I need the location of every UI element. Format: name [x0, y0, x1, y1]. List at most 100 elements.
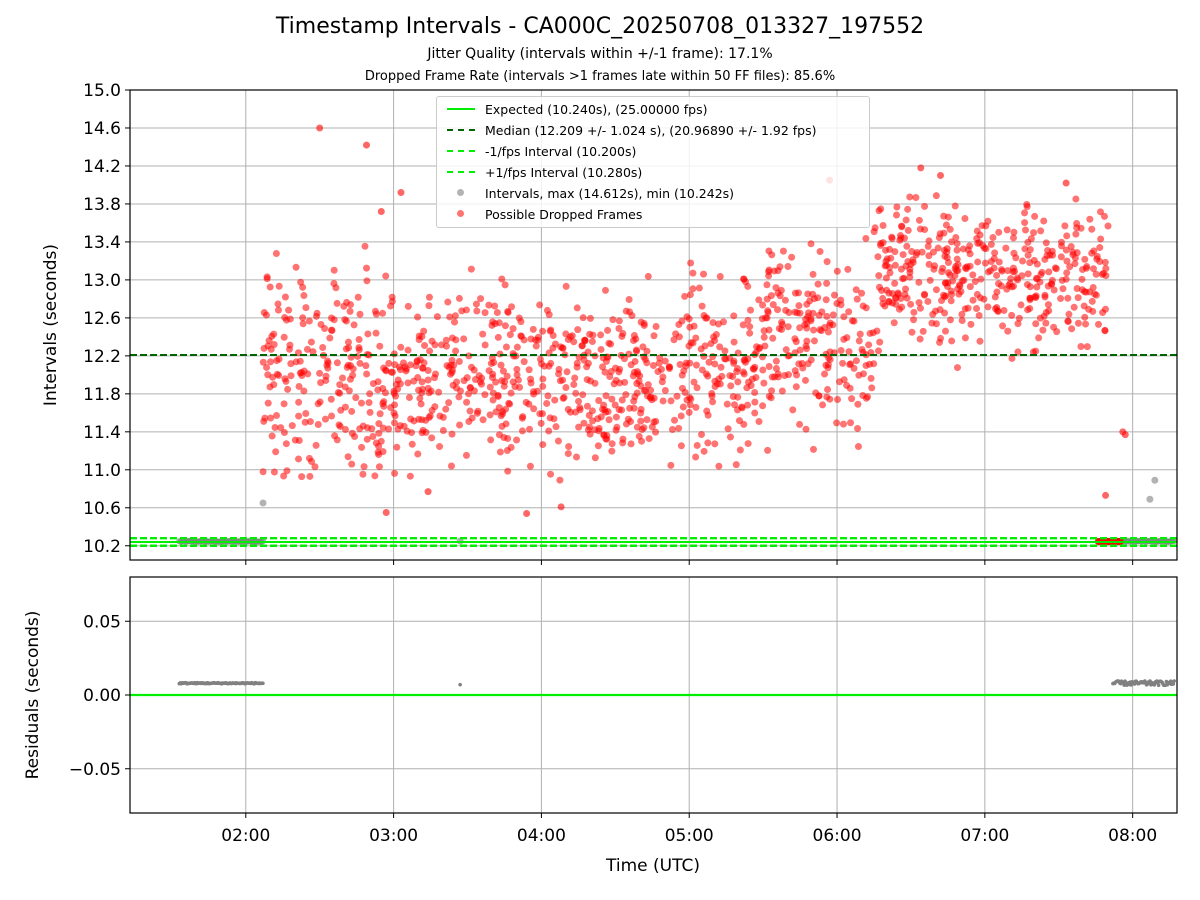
dropped-frame-point: [301, 418, 309, 426]
dropped-frame-point: [1032, 320, 1040, 328]
dropped-frame-point: [843, 381, 851, 389]
dropped-frame-point: [414, 313, 422, 321]
dropped-frame-point: [406, 361, 414, 369]
dropped-frame-point: [740, 370, 748, 378]
dropped-frame-point: [583, 402, 591, 410]
dropped-frame-point: [809, 270, 817, 278]
dropped-frame-point: [810, 337, 818, 345]
dropped-frame-point: [363, 277, 371, 285]
dropped-frame-point: [1032, 274, 1040, 282]
dropped-frame-point: [532, 342, 540, 350]
dropped-frame-point: [921, 202, 929, 210]
dropped-frame-point: [526, 462, 534, 470]
dropped-frame-point: [723, 400, 731, 408]
dropped-frame-point: [356, 310, 364, 318]
dropped-frame-point: [947, 287, 955, 295]
dropped-frame-point: [504, 467, 512, 475]
dropped-frame-point: [1100, 212, 1108, 220]
dropped-frame-point: [673, 392, 681, 400]
legend-swatch-red-dot: [445, 207, 477, 221]
dropped-frame-point: [302, 409, 310, 417]
dropped-frame-point: [777, 286, 785, 294]
dropped-frame-point: [840, 313, 848, 321]
dropped-frame-point: [295, 382, 303, 390]
dropped-frame-point: [909, 258, 917, 266]
dropped-frame-point: [986, 267, 994, 275]
dropped-frame-point: [357, 399, 365, 407]
dropped-frame-point: [486, 383, 494, 391]
dropped-frame-point: [280, 333, 288, 341]
dropped-frame-point: [810, 295, 818, 303]
dropped-frame-point: [710, 333, 718, 341]
dropped-frame-point: [1042, 319, 1050, 327]
legend-swatch-dashed-green: [445, 165, 477, 179]
dropped-frame-point: [716, 272, 724, 280]
dropped-frame-point: [562, 383, 570, 391]
dropped-frame-point: [637, 417, 645, 425]
dropped-frame-point: [365, 399, 373, 407]
residual-point: [261, 681, 265, 686]
dropped-frame-point: [618, 406, 626, 414]
dropped-frame-point: [564, 450, 572, 458]
dropped-frame-point: [506, 400, 514, 408]
dropped-frame-point: [436, 443, 444, 451]
dropped-frame-point: [312, 441, 320, 449]
dropped-frame-point: [733, 368, 741, 376]
dropped-frame-point: [586, 314, 594, 322]
dropped-frame-point: [724, 425, 732, 433]
dropped-frame-point: [764, 446, 772, 454]
intervals-frame: [129, 89, 1178, 561]
dropped-frame-point: [915, 278, 923, 286]
dropped-frame-point: [601, 368, 609, 376]
dropped-frame-point: [268, 432, 276, 440]
dropped-frame-point: [1085, 305, 1093, 313]
dropped-frame-point: [503, 372, 511, 380]
dropped-frame-point: [552, 423, 560, 431]
dropped-frame-point: [358, 443, 366, 451]
dropped-frame-point: [685, 408, 693, 416]
dropped-frame-point: [898, 222, 906, 230]
dropped-frame-point: [615, 324, 623, 332]
dropped-frame-point: [259, 468, 267, 476]
dropped-frame-point: [852, 357, 860, 365]
dropped-frame-point: [1073, 284, 1081, 292]
x-tick-label: 05:00: [665, 826, 714, 846]
dropped-frame-point: [365, 351, 373, 359]
dropped-frame-point: [419, 364, 427, 372]
dropped-frame-point: [421, 342, 429, 350]
x-tick-label: 04:00: [517, 826, 566, 846]
dropped-frame-point: [526, 425, 534, 433]
dropped-frame-point: [858, 289, 866, 297]
dropped-frame-point: [513, 436, 521, 444]
dropped-frame-point: [1121, 431, 1129, 439]
dropped-frame-point: [886, 245, 894, 253]
residuals-axis-ticks: −0.05 0.00 0.05 02:00 03:00 04:00 05:00 06:00 07…: [69, 612, 1157, 846]
dropped-frame-point: [263, 273, 271, 281]
dropped-frame-point: [428, 434, 436, 442]
dropped-frame-point: [538, 410, 546, 418]
dropped-frame-point: [618, 396, 626, 404]
dropped-frame-point: [339, 374, 347, 382]
dropped-frame-point: [700, 447, 708, 455]
dropped-frame-point: [404, 302, 412, 310]
dropped-frame-point: [513, 365, 521, 373]
dropped-frame-point: [404, 346, 412, 354]
dropped-frame-point: [287, 360, 295, 368]
dropped-frame-point: [1050, 323, 1058, 331]
dropped-frame-point: [466, 407, 474, 415]
dropped-frame-point: [606, 373, 614, 381]
dropped-frame-point: [385, 425, 393, 433]
dropped-frame-point: [372, 310, 380, 318]
dropped-frame-point: [1063, 257, 1071, 265]
dropped-frame-point: [379, 424, 387, 432]
dropped-frame-point: [667, 461, 675, 469]
y-tick-label: 11.8: [83, 385, 121, 405]
dropped-frame-point: [953, 364, 961, 372]
dropped-frame-point: [388, 293, 396, 301]
dropped-frame-point: [876, 338, 884, 346]
dropped-frame-point: [456, 387, 464, 395]
dropped-frame-point: [901, 290, 909, 298]
dropped-frame-point: [892, 300, 900, 308]
dropped-frame-point: [448, 366, 456, 374]
dropped-frame-point: [1024, 270, 1032, 278]
